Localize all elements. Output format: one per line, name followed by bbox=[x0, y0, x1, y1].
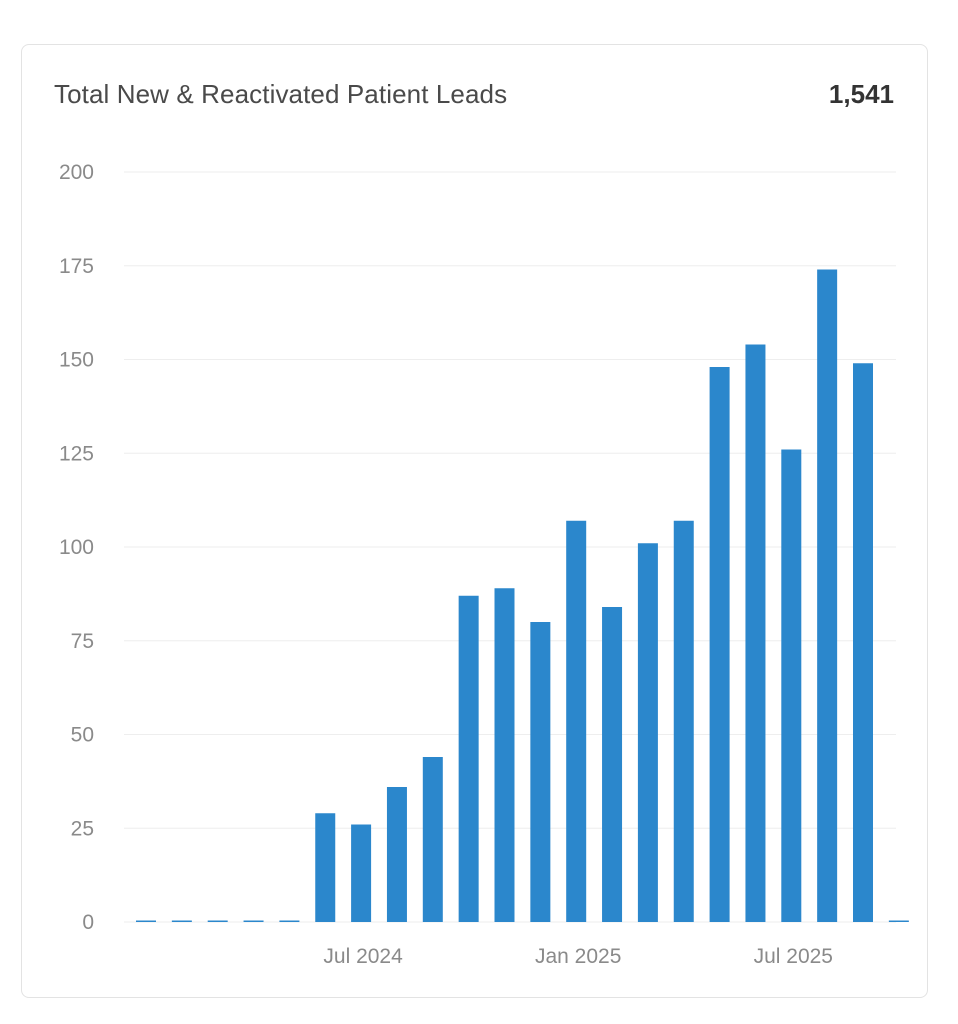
bar-2024-04[interactable] bbox=[171, 920, 192, 923]
bar-2025-06[interactable] bbox=[673, 520, 694, 922]
y-tick-label: 200 bbox=[59, 161, 94, 184]
bar-2025-03[interactable] bbox=[566, 520, 587, 922]
x-tick-label: Jan 2025 bbox=[535, 945, 621, 968]
bar-2025-05[interactable] bbox=[637, 543, 658, 922]
y-tick-label: 75 bbox=[71, 630, 94, 653]
bar-2025-11[interactable] bbox=[853, 363, 873, 922]
y-tick-label: 25 bbox=[71, 817, 94, 840]
y-tick-label: 125 bbox=[59, 442, 94, 465]
bar-2025-08[interactable] bbox=[745, 344, 766, 923]
bar-2025-10[interactable] bbox=[817, 269, 838, 923]
y-tick-label: 100 bbox=[59, 536, 94, 559]
bar-2025-09[interactable] bbox=[781, 449, 802, 923]
y-tick-label: 0 bbox=[82, 911, 94, 934]
bar-2024-07[interactable] bbox=[279, 920, 300, 923]
bar-2025-01[interactable] bbox=[494, 588, 515, 922]
chart-title: Total New & Reactivated Patient Leads bbox=[54, 79, 508, 109]
chart-card: Total New & Reactivated Patient Leads 1,… bbox=[21, 44, 928, 998]
bar-2025-02[interactable] bbox=[530, 622, 551, 922]
bar-2024-11[interactable] bbox=[422, 757, 443, 922]
total-value: 1,541 bbox=[828, 79, 894, 109]
bar-2024-10[interactable] bbox=[386, 787, 407, 922]
bar-2025-07[interactable] bbox=[709, 367, 730, 922]
bar-2024-06[interactable] bbox=[243, 920, 264, 923]
bar-2024-09[interactable] bbox=[351, 824, 372, 923]
bar-2024-05[interactable] bbox=[207, 920, 228, 923]
y-tick-label: 50 bbox=[71, 724, 94, 747]
bar-chart: 0 25 50 75 100 125 150 175 200 Jul 2024 Jan 2025 Ju… bbox=[59, 161, 909, 968]
y-tick-label: 175 bbox=[59, 255, 94, 278]
x-tick-label: Jul 2025 bbox=[754, 945, 833, 968]
bar-2025-04[interactable] bbox=[602, 607, 623, 922]
y-tick-label: 150 bbox=[59, 349, 94, 372]
bar-2025-12[interactable] bbox=[888, 920, 909, 923]
bar-2024-03[interactable] bbox=[136, 920, 156, 923]
bar-2024-08[interactable] bbox=[315, 813, 336, 922]
bar-2024-12[interactable] bbox=[458, 595, 479, 922]
x-tick-label: Jul 2024 bbox=[323, 945, 403, 968]
